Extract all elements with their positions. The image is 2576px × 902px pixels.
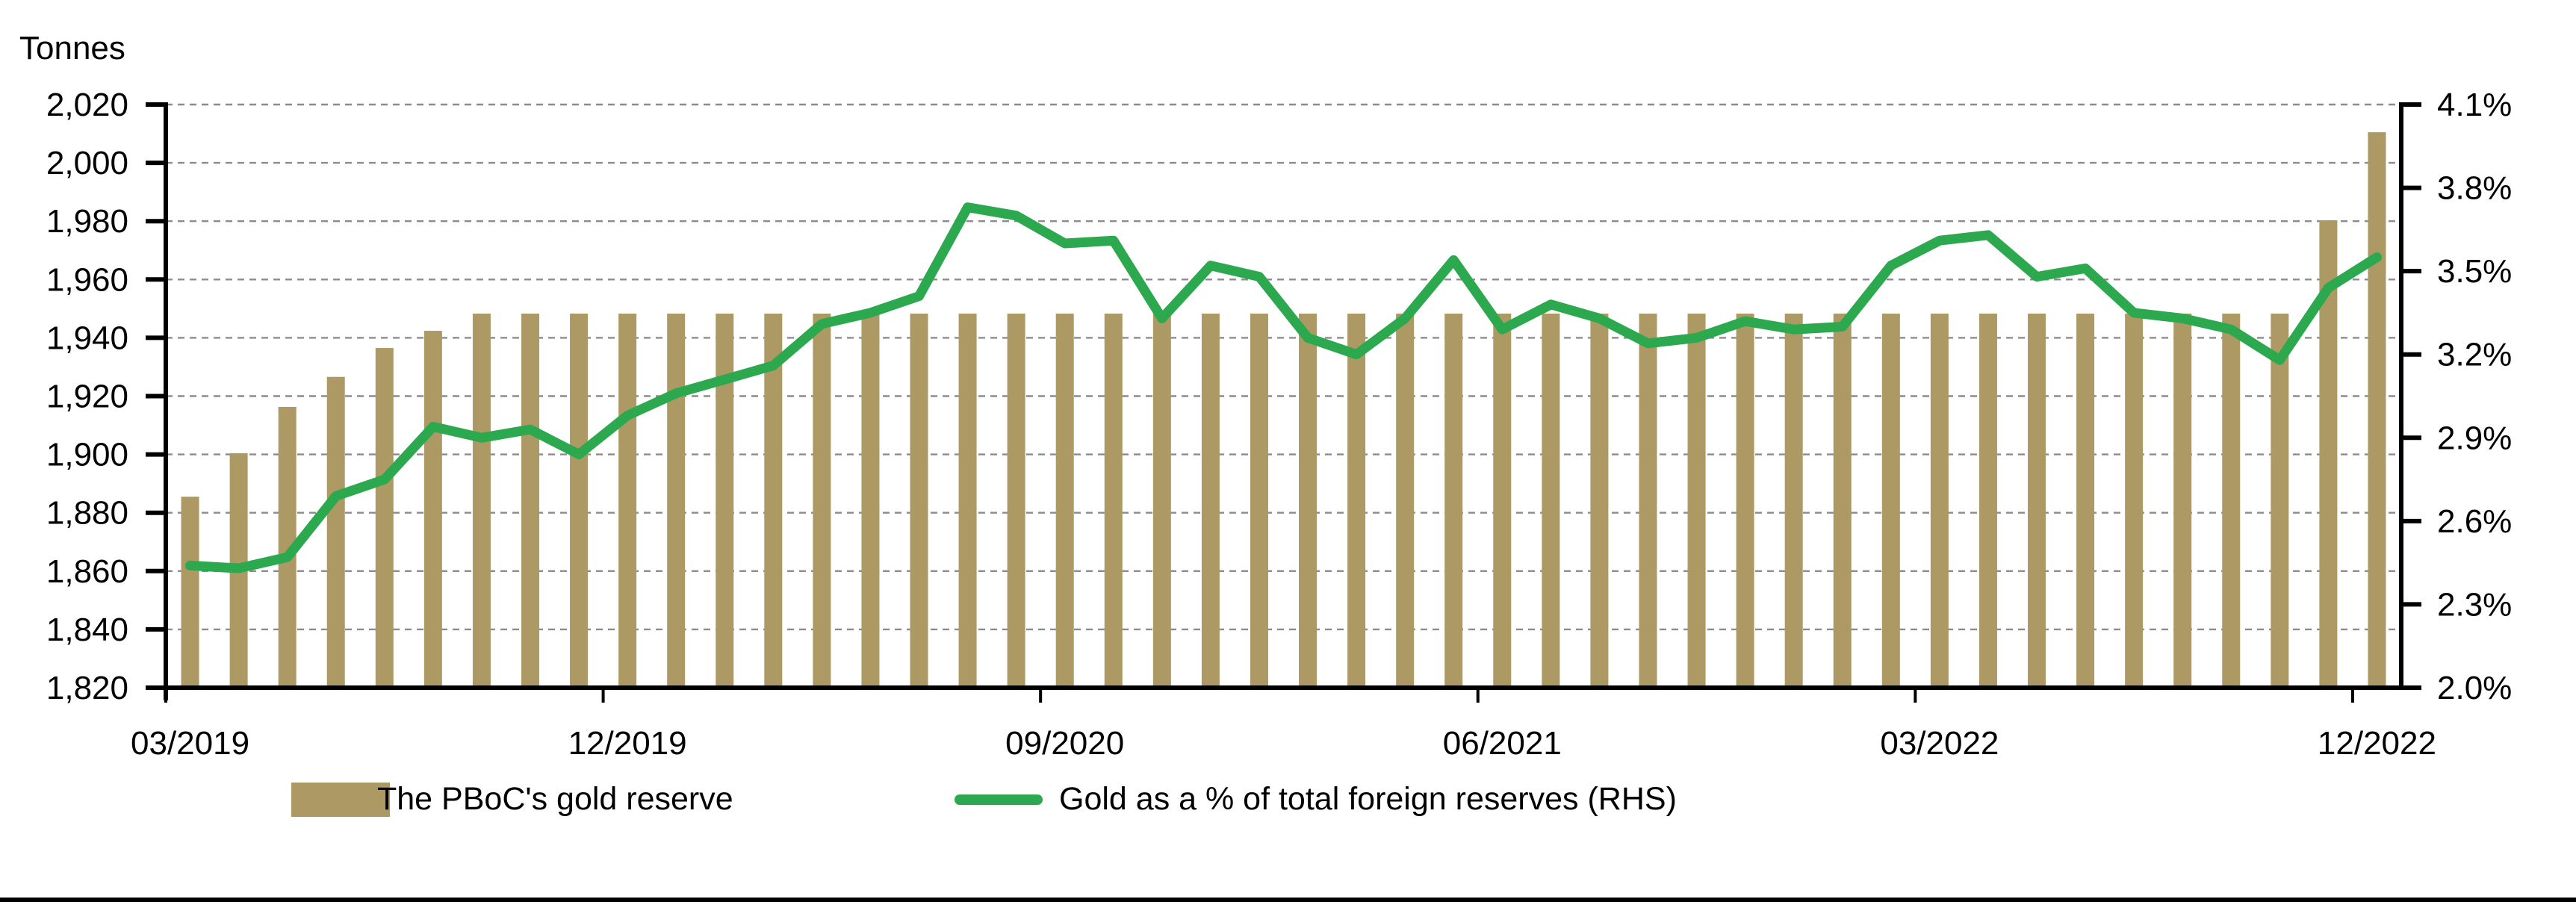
left-axis-tick-label: 1,940 (46, 320, 128, 356)
gold-reserve-bar-04/2021 (1396, 313, 1415, 688)
gold-reserve-bar-07/2021 (1542, 313, 1560, 688)
left-axis-tick-label: 1,820 (46, 670, 128, 706)
gold-reserve-bar-03/2020 (764, 313, 783, 688)
legend-bar-swatch-icon (291, 783, 390, 817)
gold-reserve-bar-04/2022 (1978, 313, 1997, 688)
left-axis-tick-label: 1,900 (46, 437, 128, 473)
right-axis-tick-label: 3.5% (2437, 253, 2512, 290)
gold-reserve-bar-08/2019 (423, 331, 442, 688)
gold-reserve-bar-10/2021 (1687, 313, 1706, 688)
right-axis-tick-label: 2.3% (2437, 586, 2512, 623)
right-axis-tick-label: 2.6% (2437, 503, 2512, 540)
gold-reserve-bar-02/2021 (1299, 313, 1318, 688)
left-axis-tick-label: 2,000 (46, 145, 128, 181)
gold-reserve-bar-09/2021 (1639, 313, 1657, 688)
left-axis-tick-label: 1,960 (46, 261, 128, 298)
gold-reserve-bar-05/2020 (861, 313, 880, 688)
gold-reserve-bar-05/2022 (2028, 313, 2046, 688)
gold-percentage-line (185, 202, 2382, 573)
gold-reserve-bar-12/2021 (1784, 313, 1803, 688)
gold-reserve-bar-08/2022 (2173, 313, 2192, 688)
chart-legend: The PBoC's gold reserve Gold as a % of t… (0, 777, 2576, 821)
right-axis-tick-label: 3.8% (2437, 170, 2512, 207)
left-axis-title: Tonnes (19, 30, 125, 66)
gold-reserve-bar-12/2019 (618, 313, 637, 688)
gold-reserve-bar-01/2020 (667, 313, 686, 688)
gold-reserve-bar-07/2022 (2125, 313, 2144, 688)
left-axis-tick-label: 2,020 (46, 87, 128, 123)
x-axis-tick-label: 09/2020 (1005, 725, 1124, 762)
gold-reserve-bar-01/2022 (1833, 313, 1852, 688)
x-axis-tick-label: 12/2022 (2318, 725, 2436, 762)
gold-reserve-bar-07/2019 (375, 348, 394, 688)
legend-bar-label: The PBoC's gold reserve (377, 781, 733, 817)
left-axis-tick-label: 1,860 (46, 553, 128, 590)
gold-reserve-bar-02/2020 (716, 313, 734, 688)
left-axis-tick-label: 1,880 (46, 495, 128, 532)
gold-reserve-bar-07/2020 (958, 313, 977, 688)
gold-reserve-bar-04/2020 (813, 313, 831, 688)
left-axis-tick-label: 1,840 (46, 612, 128, 648)
gold-reserve-bar-09/2022 (2222, 313, 2241, 688)
legend-line-label: Gold as a % of total foreign reserves (R… (1059, 781, 1677, 817)
x-axis-tick-label: 03/2019 (131, 725, 249, 762)
gold-reserve-bar-08/2021 (1590, 313, 1609, 688)
x-axis-tick-label: 12/2019 (568, 725, 687, 762)
gold-reserve-bar-01/2021 (1250, 313, 1268, 688)
gold-reserve-bar-11/2021 (1736, 313, 1754, 688)
gold-reserve-bar-02/2022 (1881, 313, 1900, 688)
gold-reserve-bar-12/2020 (1201, 313, 1220, 688)
gold-reserve-bar-09/2019 (472, 313, 491, 688)
left-axis-tick-label: 1,980 (46, 203, 128, 240)
gold-reserve-bar-11/2020 (1152, 313, 1171, 688)
gold-reserve-bar-03/2022 (1930, 313, 1949, 688)
gold-reserve-bar-10/2019 (521, 313, 539, 688)
gold-reserve-bar-06/2020 (910, 313, 928, 688)
left-axis-tick-label: 1,920 (46, 379, 128, 415)
gold-reserve-bar-05/2021 (1444, 313, 1463, 688)
gold-reserve-bar-06/2022 (2076, 313, 2095, 688)
gold-reserve-bar-03/2019 (181, 497, 199, 688)
gold-reserve-bar-11/2019 (570, 313, 589, 688)
gold-reserve-bar-12/2022 (2368, 132, 2386, 688)
gold-reserve-bar-06/2019 (326, 376, 345, 688)
gold-reserve-bar-03/2021 (1347, 313, 1366, 688)
right-axis-tick-label: 4.1% (2437, 87, 2512, 123)
right-axis-tick-label: 2.9% (2437, 420, 2512, 456)
x-axis-tick-label: 06/2021 (1443, 725, 1562, 762)
right-axis-tick-label: 2.0% (2437, 670, 2512, 706)
gold-reserve-bar-10/2020 (1104, 313, 1123, 688)
gold-reserve-bar-09/2020 (1055, 313, 1074, 688)
legend-line-swatch-icon (955, 794, 1043, 805)
gold-reserve-bar-10/2022 (2271, 313, 2289, 688)
bottom-border-rule (0, 898, 2576, 902)
right-axis-tick-label: 3.2% (2437, 337, 2512, 373)
x-axis-tick-label: 03/2022 (1880, 725, 1999, 762)
gold-reserve-bar-08/2020 (1007, 313, 1025, 688)
gold-reserve-bar-06/2021 (1493, 313, 1512, 688)
